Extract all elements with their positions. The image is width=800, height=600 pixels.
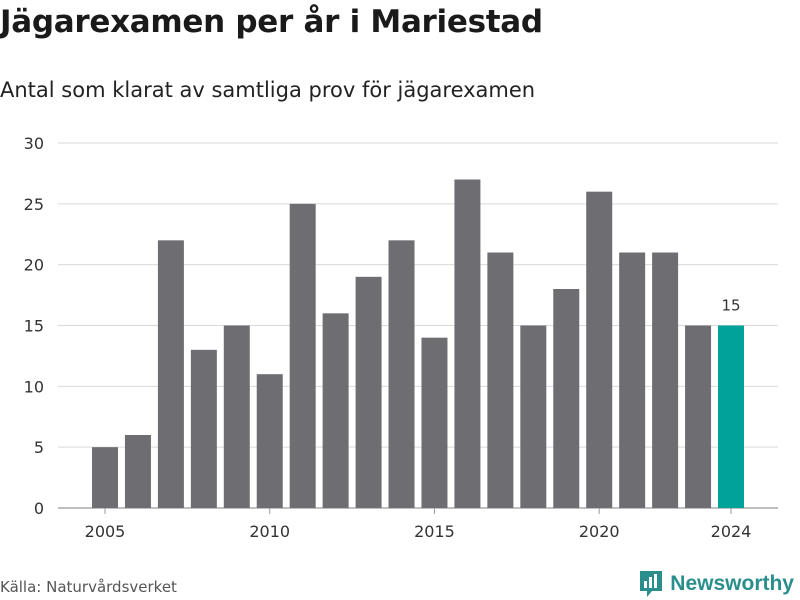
bar-2016 (454, 179, 481, 508)
data-labels: 15 (721, 297, 740, 315)
bar-2007 (157, 240, 184, 508)
y-tick-label: 30 (24, 134, 44, 153)
bar-2009 (223, 325, 250, 508)
brand-name: Newsworthy (670, 572, 794, 595)
bar-2013 (355, 276, 382, 508)
y-tick-label: 20 (24, 256, 44, 275)
y-tick-label: 15 (24, 317, 44, 336)
x-tick-label: 2015 (414, 522, 455, 541)
source-note: Källa: Naturvårdsverket (0, 578, 177, 596)
bar-2021 (619, 252, 646, 508)
x-tick-label: 2024 (711, 522, 752, 541)
y-tick-label: 0 (34, 499, 44, 518)
x-tick-label: 2005 (85, 522, 126, 541)
bar-2018 (520, 325, 547, 508)
x-tick-label: 2010 (249, 522, 290, 541)
newsworthy-logo-icon (640, 571, 663, 597)
bar-2022 (652, 252, 679, 508)
bar-2012 (322, 313, 349, 508)
bar-2019 (553, 289, 580, 508)
bar-chart: 0 5 10 15 20 25 30 2005 2010 2015 2020 2024 15 (24, 134, 778, 541)
y-tick-label: 25 (24, 195, 44, 214)
bar-2014 (388, 240, 415, 508)
bar-2017 (487, 252, 514, 508)
bar-2015 (421, 337, 448, 508)
bar-2010 (256, 374, 283, 508)
bar-2008 (190, 349, 217, 508)
chart-title: Jägarexamen per år i Mariestad (0, 4, 543, 40)
bar-2011 (289, 203, 316, 508)
bar-2020 (586, 191, 613, 508)
bar-2024 (718, 325, 744, 508)
y-axis-ticks: 0 5 10 15 20 25 30 (24, 134, 44, 518)
brand-logo: Newsworthy (638, 569, 794, 599)
bar-2023 (685, 325, 712, 508)
data-label-2024: 15 (721, 297, 740, 315)
x-axis-ticks: 2005 2010 2015 2020 2024 (85, 508, 752, 541)
x-tick-label: 2020 (579, 522, 620, 541)
bar-2006 (124, 435, 151, 508)
y-tick-label: 10 (24, 377, 44, 396)
chart-subtitle: Antal som klarat av samtliga prov för jä… (0, 78, 536, 102)
bars (92, 179, 744, 508)
y-tick-label: 5 (34, 438, 44, 457)
bar-2005 (92, 447, 118, 508)
